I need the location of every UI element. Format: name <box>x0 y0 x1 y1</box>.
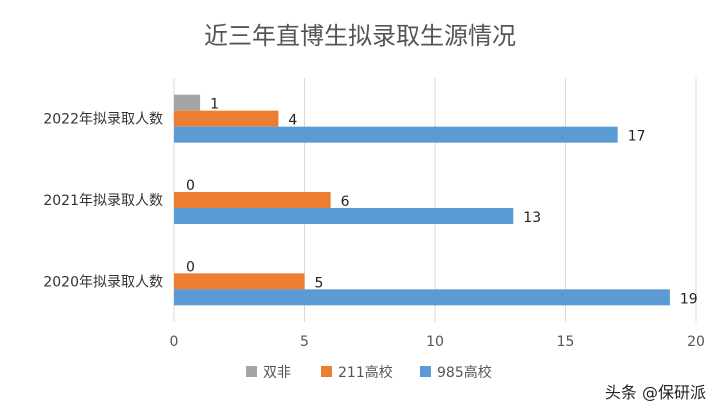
data-labels: 1 4 17 0 6 13 0 5 19 <box>186 97 698 308</box>
bar <box>174 126 618 143</box>
legend-entry: 211高校 <box>338 364 393 381</box>
legend: 双非 211高校 985高校 <box>246 364 492 381</box>
legend-swatch <box>246 366 257 377</box>
data-label: 4 <box>288 113 297 129</box>
data-label: 0 <box>186 178 195 194</box>
data-label: 19 <box>680 291 698 307</box>
bars <box>174 94 670 306</box>
x-tick-label: 15 <box>557 334 575 350</box>
bar <box>174 192 331 208</box>
bar <box>174 289 670 306</box>
x-tick-label: 20 <box>687 334 705 350</box>
category-label: 2022年拟录取人数 <box>43 112 163 128</box>
category-label: 2021年拟录取人数 <box>43 193 163 209</box>
x-tick-label: 0 <box>170 334 179 350</box>
legend-entry: 双非 <box>263 365 291 381</box>
bar <box>174 208 514 224</box>
legend-swatch <box>420 366 431 377</box>
data-label: 13 <box>523 210 541 226</box>
data-label: 17 <box>628 129 646 145</box>
data-label: 1 <box>210 97 219 113</box>
bar <box>174 110 279 127</box>
legend-entry: 985高校 <box>437 364 492 381</box>
legend-swatch <box>321 366 332 377</box>
bar <box>174 273 305 290</box>
x-tick-label: 5 <box>300 334 309 350</box>
x-tick-label: 10 <box>426 334 444 350</box>
x-tick-labels: 0 5 10 15 20 <box>170 334 705 350</box>
watermark: 头条 @保研派 <box>604 383 706 402</box>
data-label: 0 <box>186 259 195 275</box>
data-label: 5 <box>315 275 324 291</box>
chart-title: 近三年直博生拟录取生源情况 <box>204 22 516 50</box>
category-label: 2020年拟录取人数 <box>43 274 163 290</box>
data-label: 6 <box>341 194 350 210</box>
bar <box>174 94 201 111</box>
category-labels: 2022年拟录取人数 2021年拟录取人数 2020年拟录取人数 <box>43 112 163 291</box>
